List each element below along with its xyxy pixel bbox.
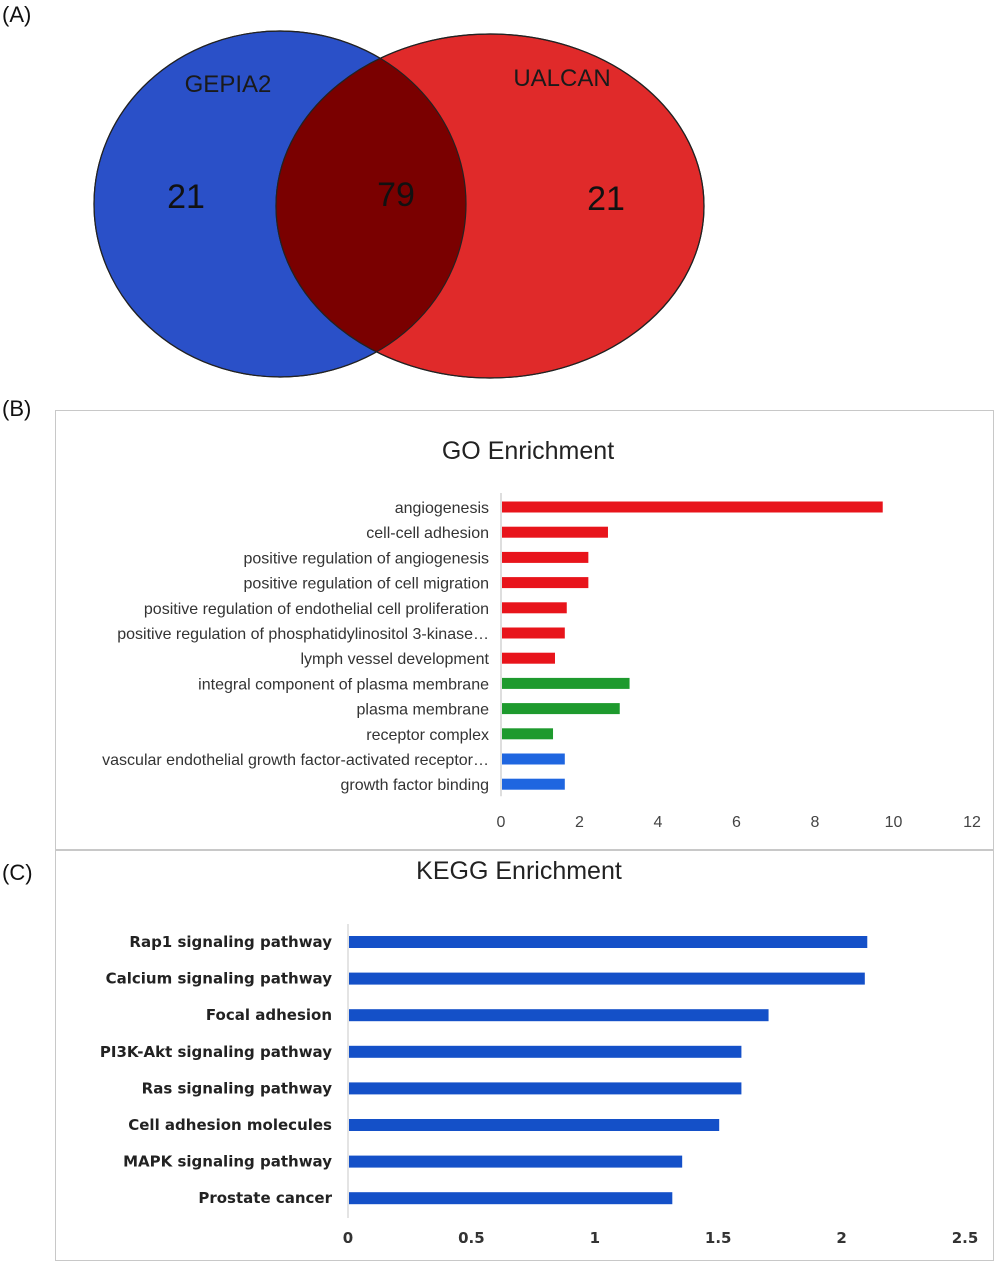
panel-label-c: (C) bbox=[2, 860, 33, 885]
go-chart-frame bbox=[55, 410, 994, 850]
venn-overlap bbox=[276, 34, 466, 377]
venn-label-gepia2: GEPIA2 bbox=[185, 71, 272, 98]
venn-count-gepia2-only: 21 bbox=[167, 178, 205, 216]
go-chart-title: GO Enrichment bbox=[441, 437, 615, 465]
kegg-chart-frame bbox=[55, 850, 994, 1261]
venn-label-ualcan: UALCAN bbox=[513, 65, 610, 92]
panel-label-b: (B) bbox=[2, 396, 32, 421]
panel-label-a: (A) bbox=[2, 2, 32, 27]
venn-count-ualcan-only: 21 bbox=[587, 180, 625, 218]
kegg-chart-title: KEGG Enrichment bbox=[416, 857, 622, 885]
venn-count-overlap: 79 bbox=[377, 176, 415, 214]
venn-diagram: GEPIA2 UALCAN 21 79 21 bbox=[93, 30, 705, 379]
